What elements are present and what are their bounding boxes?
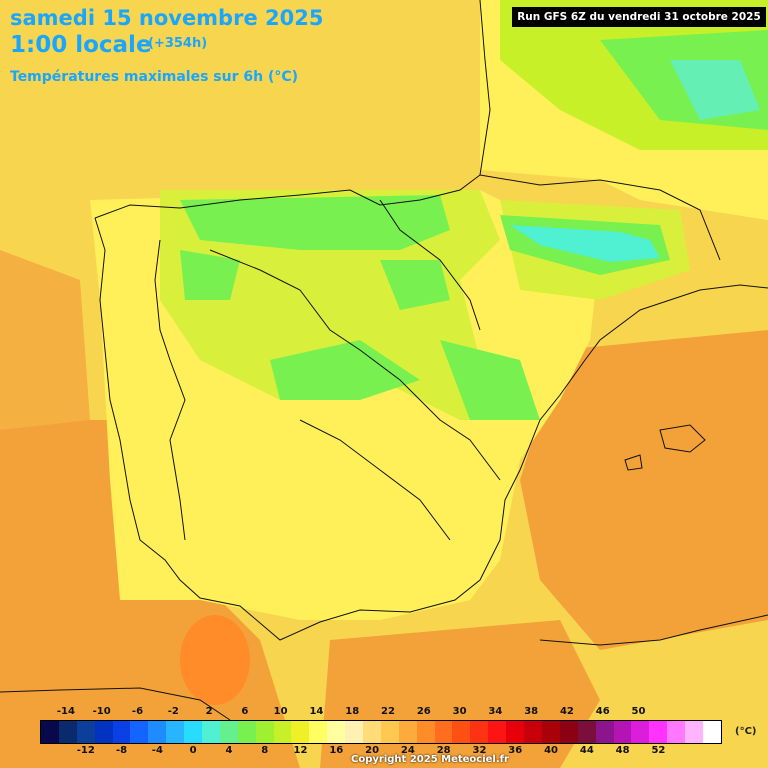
legend-tick-top: 42 — [559, 706, 574, 717]
legend-swatch — [506, 721, 525, 743]
map-subtitle: Températures maximales sur 6h (°C) — [10, 69, 299, 85]
legend-tick-bottom: -8 — [116, 745, 128, 756]
legend-tick-top: -6 — [131, 706, 144, 717]
legend-tick-bottom: 8 — [261, 745, 269, 756]
legend-swatch — [237, 721, 256, 743]
legend-tick-bottom: 48 — [615, 745, 630, 756]
legend-swatch — [130, 721, 149, 743]
legend-swatch — [363, 721, 381, 743]
copyright-text: Copyright 2025 Meteociel.fr — [351, 754, 509, 765]
legend-swatch — [219, 721, 238, 743]
legend-swatch — [94, 721, 113, 743]
legend-tick-bottom: -12 — [76, 745, 95, 756]
legend-tick-bottom: -4 — [151, 745, 163, 756]
legend-tick-top: 2 — [205, 706, 213, 717]
legend-tick-bottom: 16 — [329, 745, 344, 756]
legend-tick-bottom: 20 — [365, 745, 380, 756]
legend-tick-top: 14 — [309, 706, 324, 717]
legend-swatch — [112, 721, 131, 743]
legend-swatch — [559, 721, 578, 743]
legend-swatch — [255, 721, 274, 743]
legend-tick-top: 30 — [452, 706, 467, 717]
legend-swatch — [273, 721, 292, 743]
legend-tick-top: 26 — [416, 706, 431, 717]
legend-swatch — [380, 721, 399, 743]
legend-tick-bottom: 0 — [189, 745, 197, 756]
legend-tick-bottom: 44 — [579, 745, 594, 756]
legend-swatch — [41, 721, 59, 743]
date-title: samedi 15 novembre 2025 — [10, 6, 324, 30]
legend-swatch — [291, 721, 310, 743]
legend-tick-top: -10 — [92, 706, 111, 717]
color-legend — [40, 720, 722, 744]
legend-swatch — [649, 721, 668, 743]
legend-tick-bottom: 32 — [472, 745, 487, 756]
forecast-offset: (+354h) — [148, 36, 208, 51]
legend-swatch — [148, 721, 167, 743]
legend-swatch — [166, 721, 185, 743]
legend-swatch — [58, 721, 77, 743]
legend-tick-bottom: 12 — [293, 745, 308, 756]
legend-unit: (°C) — [735, 726, 757, 737]
legend-swatch — [202, 721, 220, 743]
legend-tick-bottom: 52 — [651, 745, 666, 756]
legend-swatch — [309, 721, 328, 743]
legend-tick-bottom: 4 — [225, 745, 233, 756]
legend-swatch — [702, 721, 721, 743]
legend-tick-top: 18 — [345, 706, 360, 717]
legend-tick-top: -2 — [167, 706, 179, 717]
legend-swatch — [541, 721, 560, 743]
legend-tick-bottom: 40 — [544, 745, 559, 756]
legend-tick-bottom: 24 — [400, 745, 415, 756]
legend-swatch — [524, 721, 542, 743]
legend-tick-bottom: 28 — [436, 745, 451, 756]
legend-tick-top: 46 — [595, 706, 610, 717]
legend-tick-top: 22 — [381, 706, 395, 717]
legend-swatch — [595, 721, 614, 743]
run-info-badge: Run GFS 6Z du vendredi 31 octobre 2025 — [512, 7, 766, 27]
legend-tick-bottom: 36 — [508, 745, 523, 756]
legend-tick-top: -14 — [56, 706, 75, 717]
legend-swatch — [613, 721, 632, 743]
legend-swatch — [327, 721, 346, 743]
legend-swatch — [345, 721, 364, 743]
legend-swatch — [76, 721, 95, 743]
legend-swatch — [667, 721, 686, 743]
legend-swatch — [488, 721, 507, 743]
legend-swatch — [184, 721, 203, 743]
time-title: 1:00 locale — [10, 32, 152, 58]
legend-tick-top: 34 — [488, 706, 503, 717]
legend-swatch — [631, 721, 650, 743]
legend-swatch — [470, 721, 489, 743]
legend-tick-top: 38 — [524, 706, 539, 717]
legend-swatch — [577, 721, 596, 743]
legend-tick-top: 50 — [631, 706, 646, 717]
legend-swatch — [416, 721, 435, 743]
legend-swatch — [398, 721, 417, 743]
legend-tick-top: 6 — [241, 706, 249, 717]
legend-swatch — [434, 721, 453, 743]
legend-tick-top: 10 — [273, 706, 288, 717]
legend-swatch — [685, 721, 703, 743]
legend-swatch — [452, 721, 471, 743]
